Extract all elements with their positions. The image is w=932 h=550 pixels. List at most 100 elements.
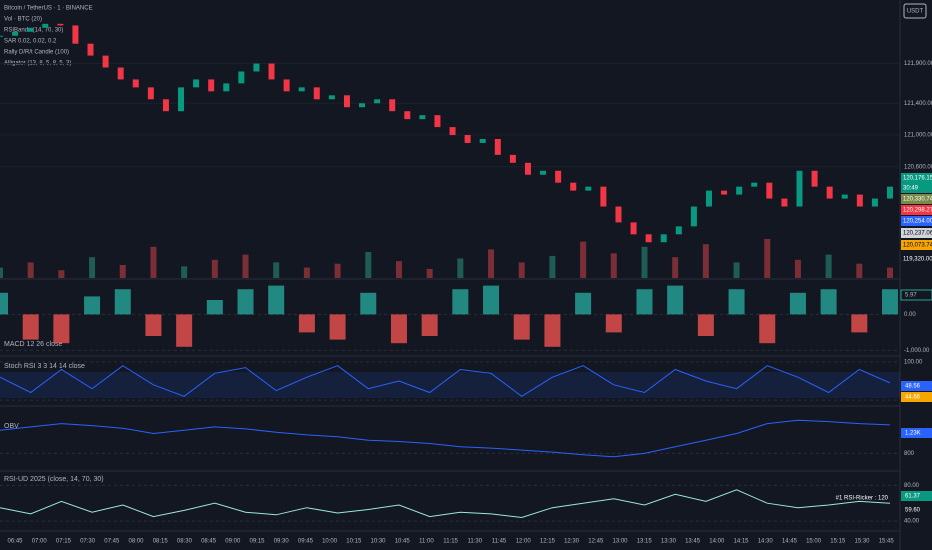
y-tick-label: 800 [904,451,915,457]
candle [856,194,863,207]
panel-title: MACD 12 26 close [4,341,62,348]
price-tag-label: 120,298.27 [903,208,932,214]
candle [72,25,79,44]
volume-bar [488,249,495,278]
price-tag-label: 120,073.74 [903,243,932,249]
macd-bar [421,314,438,336]
macd-bar [176,314,193,347]
candle [464,135,471,143]
rsi-line [0,489,891,519]
candle [374,99,381,104]
x-tick-label: 09:45 [298,539,314,545]
x-tick-label: 08:30 [177,539,193,545]
volume-bar [395,261,402,278]
volume-bar [856,263,863,278]
candle [359,103,366,108]
x-tick-label: 07:15 [56,539,72,545]
candle [178,87,185,112]
x-tick-label: 09:15 [249,539,265,545]
tag [901,505,932,515]
macd-bar [22,314,39,340]
volume-bar [426,268,433,278]
stoch-k [0,365,891,397]
candle [675,226,682,235]
volume-bar [641,246,648,278]
volume-bar [365,252,372,278]
x-tick-label: 13:15 [637,539,653,545]
x-tick-label: 12:30 [564,539,580,545]
volume-bar [0,267,3,278]
candle [887,186,893,199]
macd-bar [237,289,254,315]
volume-bar [303,267,310,278]
x-tick-label: 10:45 [395,539,411,545]
y-tick-label: 100.00 [904,359,923,365]
volume-bar [150,246,157,278]
currency-button[interactable] [903,3,927,19]
y-tick-label: -1,000.00 [904,348,930,354]
price-tag-label: 120,330.74 [903,197,932,203]
candle [585,186,592,191]
volume-bar [27,262,34,278]
volume-bar [89,257,96,278]
macd-bar [697,314,714,336]
rsi-tag: 61.37 [905,494,921,500]
candle [208,79,215,92]
candle [540,170,547,175]
candle [42,23,49,28]
volume-bar [334,263,341,278]
volume-bar [733,262,740,278]
y-tick-label: 120,600.00 [904,164,932,170]
price-tag [901,183,932,193]
x-tick-label: 06:45 [7,539,23,545]
volume-bar [610,253,617,278]
candle [811,170,818,187]
volume-bar [119,265,126,278]
candle [283,79,290,92]
currency[interactable]: USDT [907,9,924,15]
x-tick-label: 15:00 [806,539,822,545]
rsi-note: #1 RSI-Ricker : 120 [836,496,889,502]
candle [328,95,335,100]
macd-bar [145,314,162,336]
volume-bar [242,254,249,278]
candle [630,222,637,235]
candle [313,87,320,100]
candle [434,115,441,128]
macd-bar [759,314,776,344]
x-tick-label: 09:30 [274,539,290,545]
candle [736,186,743,195]
obv-line [0,419,891,458]
candle [766,182,773,199]
candle [298,87,305,92]
macd-bar [360,292,377,315]
volume-bar [211,259,218,278]
x-tick-label: 08:00 [128,539,144,545]
candle [494,139,501,155]
candle [645,234,652,243]
volume-bar [764,239,771,278]
macd-bar [206,300,223,315]
macd-bar [390,314,407,344]
macd-bar [789,292,806,315]
volume-bar [457,258,464,278]
indicator-label: Vol · BTC (20) [4,17,42,23]
rsi-tag: 59.60 [905,508,921,514]
indicator-label: Rally D/R/t Candle (100) [4,50,69,56]
macd-bar [636,289,653,315]
tag [901,491,932,501]
y-tick-label: 80.00 [904,483,920,489]
candle [705,190,712,207]
candle [509,154,516,163]
macd-bar [851,314,868,333]
tag [901,428,932,438]
price-tag-label: 120,254.00 [903,219,932,225]
y-tick-label: 121,400.00 [904,101,932,107]
x-tick-label: 15:45 [879,539,895,545]
price-tag [901,228,932,238]
candle [253,63,260,72]
price-tag [901,173,932,183]
y-tick-label: 40.00 [904,519,920,525]
